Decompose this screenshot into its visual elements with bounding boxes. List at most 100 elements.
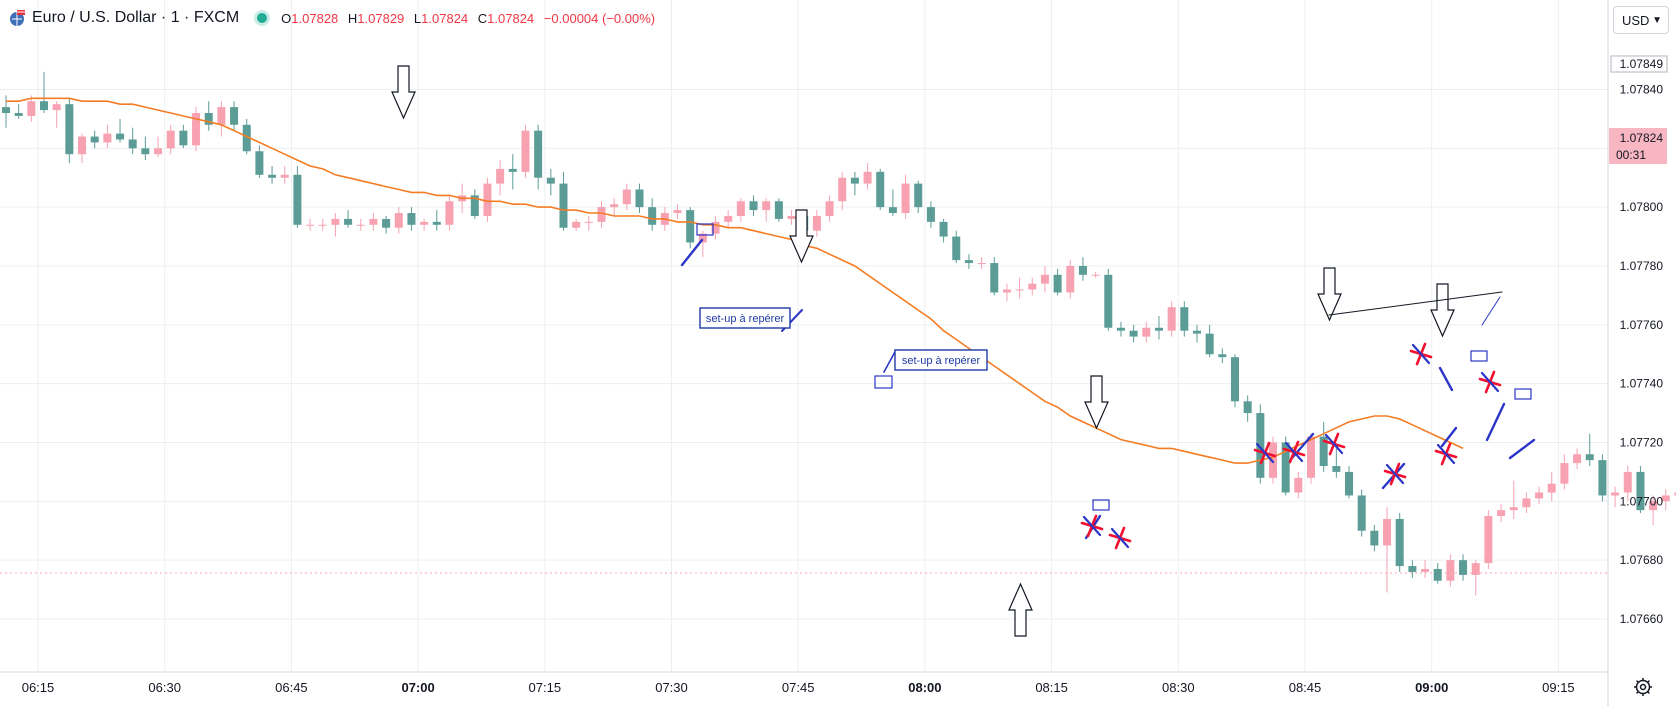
- candle-body: [179, 130, 188, 146]
- candle-body: [1408, 566, 1417, 572]
- candlestick-series: [2, 71, 1676, 596]
- candle: [534, 124, 543, 190]
- candle-body: [1040, 274, 1049, 284]
- time-axis: 06:15 06:30 06:45 07:00 07:15 07:30 07:45 08:00…: [22, 680, 1575, 695]
- candle: [888, 189, 897, 216]
- high-label: H: [347, 10, 358, 26]
- price-axis: 1.078401.078201.078001.077801.077601.077…: [1620, 82, 1664, 626]
- candle: [926, 201, 935, 228]
- candle: [610, 198, 619, 216]
- price-tick-label: 1.07780: [1620, 259, 1664, 273]
- price-tick-label: 1.07660: [1620, 612, 1664, 626]
- gear-icon[interactable]: [1632, 676, 1654, 698]
- candle-body: [1598, 460, 1607, 496]
- candle: [1028, 277, 1037, 296]
- candle: [812, 210, 821, 237]
- red-asterisk-mark: [1253, 441, 1277, 465]
- candle: [1256, 404, 1265, 484]
- candle-body: [977, 263, 986, 265]
- currency-selector[interactable]: USD ▼: [1613, 6, 1669, 34]
- candle-body: [432, 221, 441, 225]
- chevron-down-icon: ▼: [1652, 15, 1662, 26]
- candle-body: [217, 107, 226, 125]
- candle-body: [939, 221, 948, 237]
- candle-body: [1636, 471, 1645, 511]
- candle: [648, 198, 657, 231]
- candle-body: [280, 174, 289, 178]
- candle-body: [546, 177, 555, 184]
- time-tick-label: 08:00: [908, 680, 941, 695]
- candle-body: [331, 218, 340, 225]
- candle: [1319, 421, 1328, 472]
- red-asterisk-mark: [1383, 462, 1407, 486]
- blue-mark: [1485, 402, 1506, 442]
- candle-body: [610, 204, 619, 208]
- blue-mark: [680, 238, 704, 267]
- candle-body: [686, 210, 695, 243]
- candle: [1585, 433, 1594, 467]
- candle: [1307, 433, 1316, 484]
- candle-body: [1395, 518, 1404, 567]
- candle: [1332, 448, 1341, 478]
- candle-body: [65, 104, 74, 155]
- candle: [572, 218, 581, 231]
- candle-body: [204, 113, 213, 125]
- blue-mark: [1508, 438, 1536, 460]
- candle: [496, 160, 505, 196]
- red-asterisk-mark: [1282, 440, 1306, 464]
- candle-body: [584, 221, 593, 223]
- candle-body: [116, 133, 125, 140]
- candle-body: [825, 201, 834, 216]
- price-tick-label: 1.07680: [1620, 553, 1664, 567]
- candle-body: [673, 210, 682, 214]
- candle: [914, 180, 923, 214]
- candle: [749, 195, 758, 216]
- currency-value: USD: [1622, 13, 1650, 28]
- time-tick-label: 07:45: [782, 680, 815, 695]
- candle: [166, 124, 175, 155]
- price-tick-label: 1.07740: [1620, 377, 1664, 391]
- candle: [762, 198, 771, 222]
- drawings-layer: set-up à repérer set-up à repérer: [391, 65, 1536, 637]
- candle: [1269, 436, 1277, 484]
- time-tick-label: 09:15: [1542, 680, 1575, 695]
- candle-body: [1509, 507, 1518, 511]
- symbol-title[interactable]: Euro / U.S. Dollar · 1 · FXCM: [32, 9, 240, 26]
- candle-body: [1015, 289, 1024, 291]
- candle-body: [1446, 560, 1455, 581]
- candle: [293, 165, 302, 228]
- candle: [584, 215, 593, 231]
- candle: [1205, 324, 1214, 358]
- candle: [52, 101, 61, 128]
- candle-body: [1002, 289, 1011, 293]
- time-tick-label: 07:30: [655, 680, 688, 695]
- candle-body: [1611, 492, 1620, 496]
- candle-body: [52, 104, 61, 111]
- candle-body: [293, 174, 302, 225]
- candle-body: [1053, 274, 1062, 293]
- candle: [1230, 354, 1239, 408]
- candle-body: [901, 183, 910, 214]
- candle-body: [1535, 492, 1544, 499]
- candle-body: [838, 177, 847, 202]
- candle-body: [812, 215, 821, 231]
- market-status-dot[interactable]: [257, 13, 268, 23]
- candle: [1573, 448, 1582, 469]
- marker-box: [696, 223, 714, 236]
- candle-body: [445, 201, 454, 225]
- candle: [838, 171, 847, 211]
- candle-body: [508, 168, 517, 172]
- candle: [27, 95, 36, 122]
- candle: [40, 71, 49, 114]
- candle: [1370, 524, 1379, 552]
- price-axis-top-label: 1.07849: [1620, 57, 1664, 71]
- price-tick-label: 1.07760: [1620, 318, 1664, 332]
- candle-body: [787, 215, 796, 219]
- candle: [876, 168, 885, 211]
- candle: [116, 118, 125, 143]
- candle-body: [559, 183, 568, 228]
- low-value: 1.07824: [421, 10, 469, 26]
- time-tick-label: 09:00: [1415, 680, 1448, 695]
- candle: [508, 154, 517, 190]
